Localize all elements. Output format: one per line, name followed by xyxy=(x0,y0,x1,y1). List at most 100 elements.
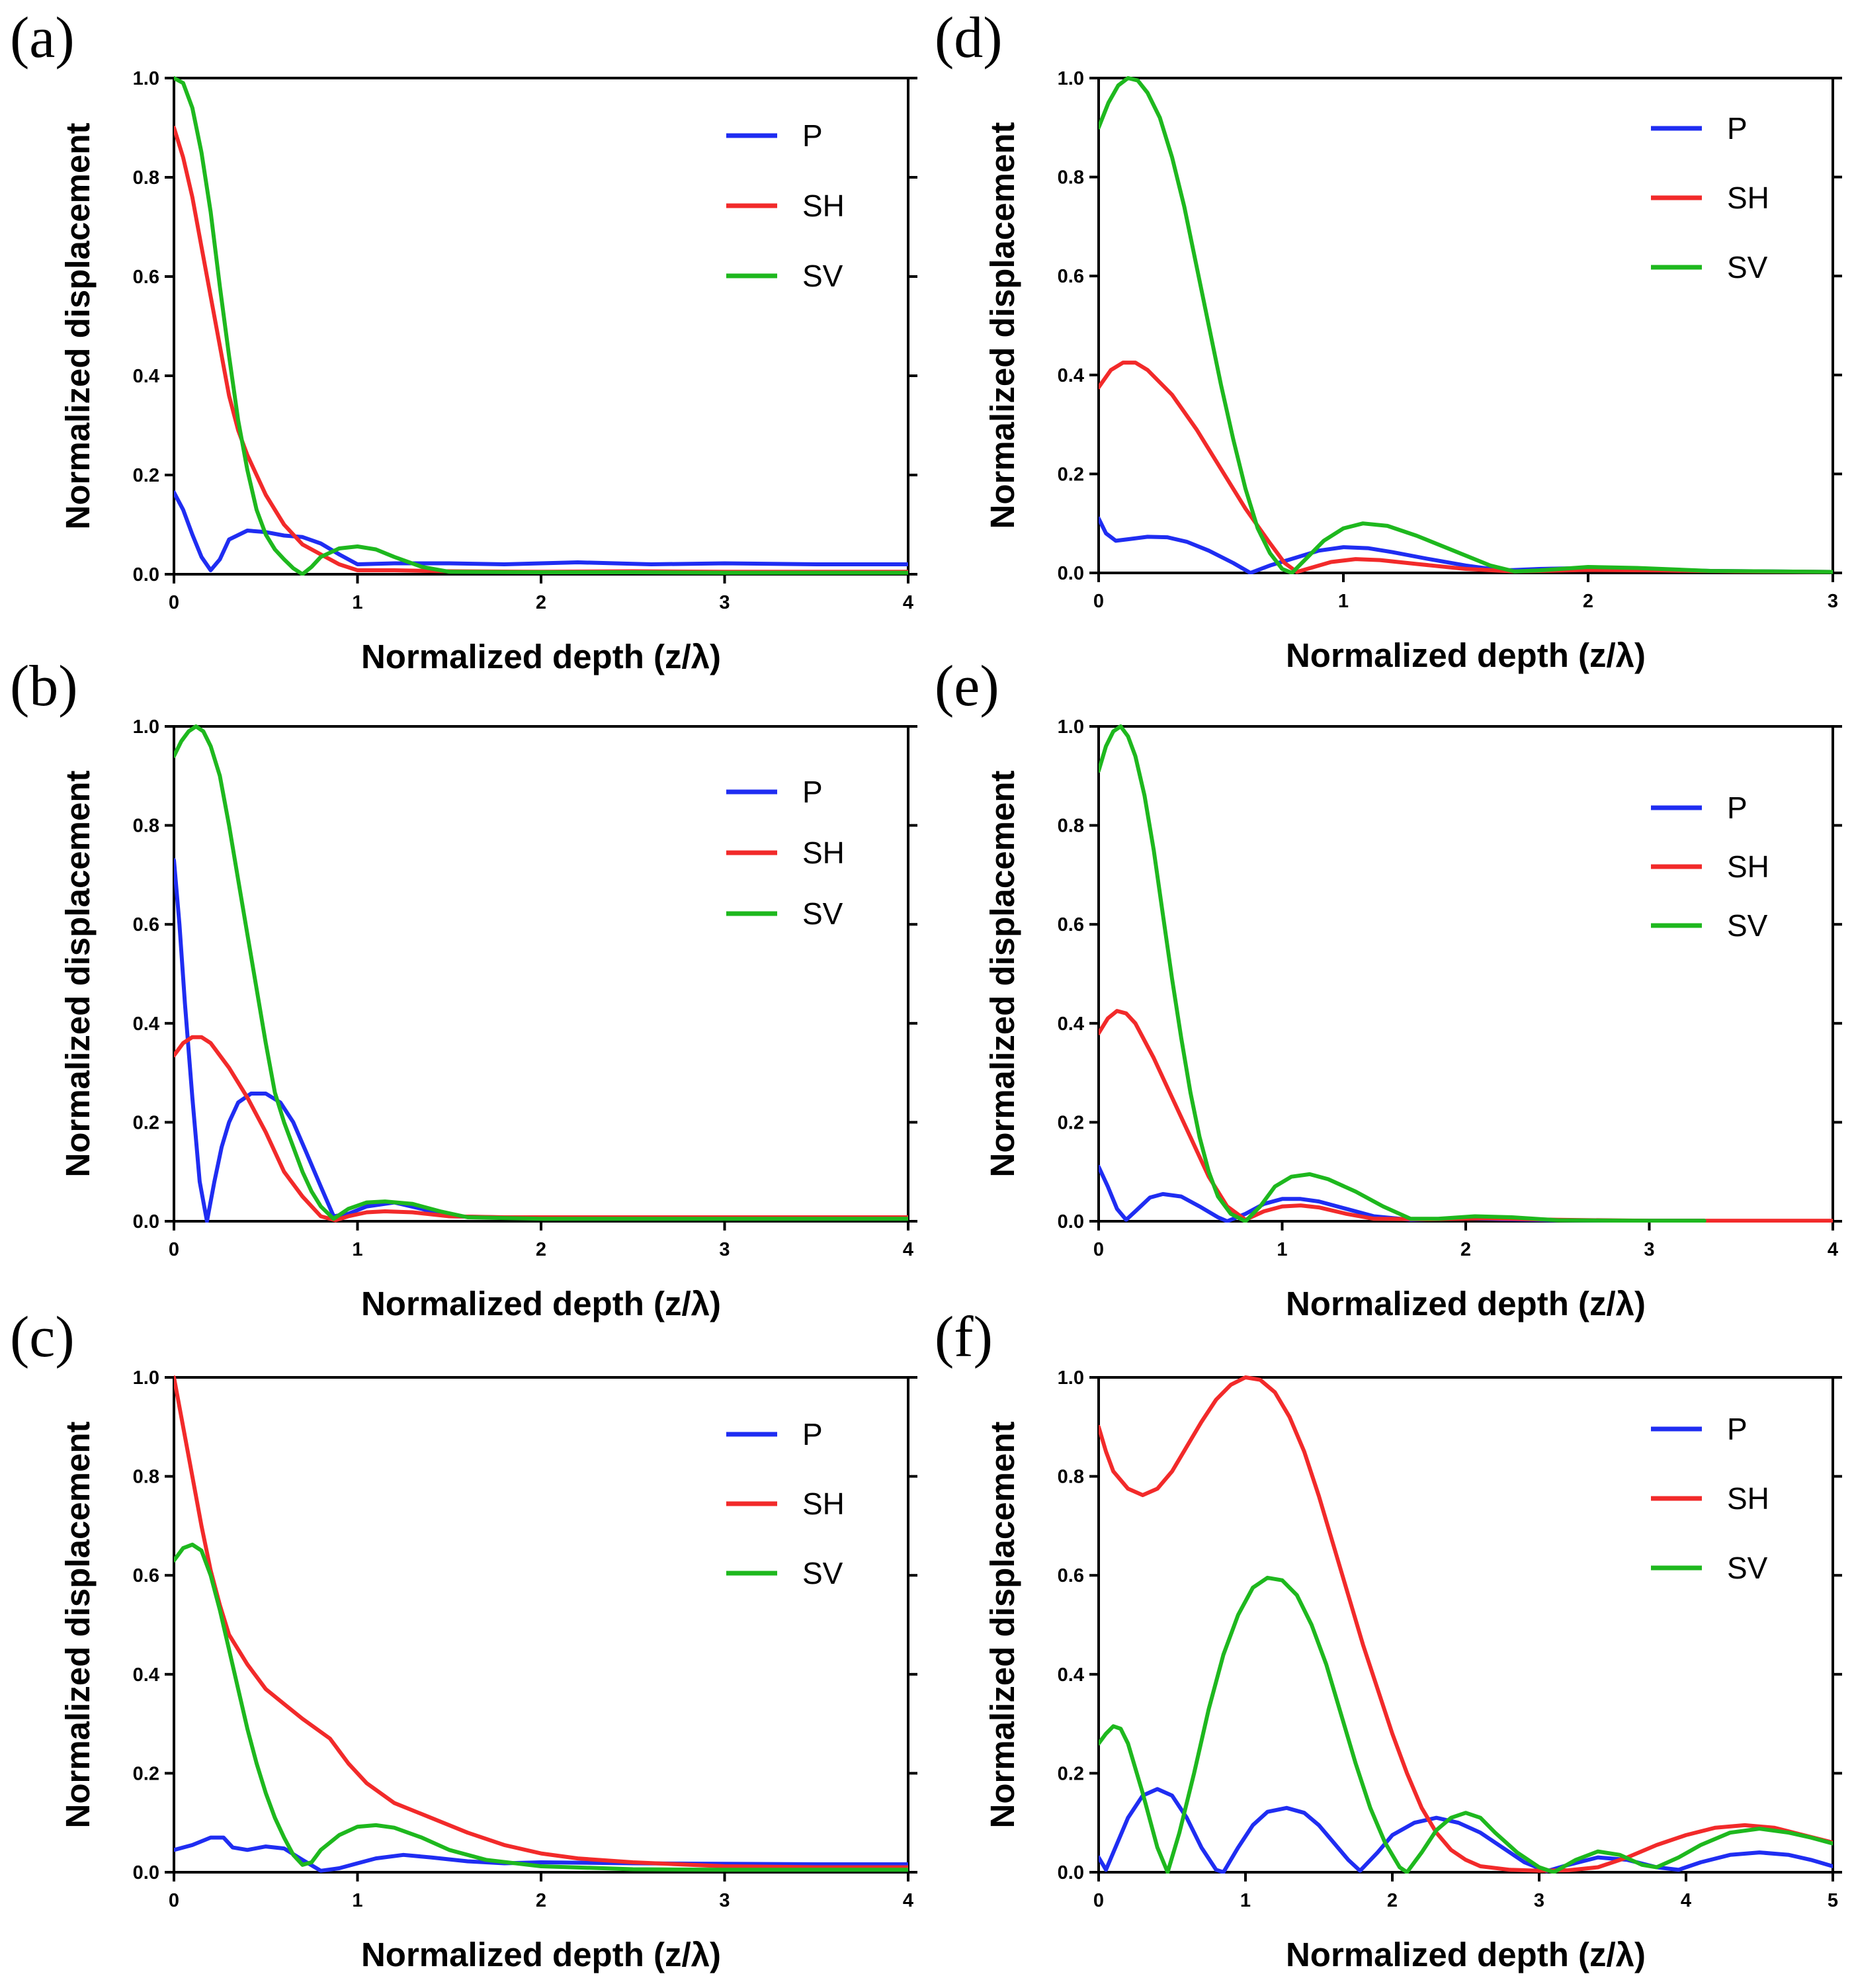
x-tick-label: 2 xyxy=(1460,1239,1471,1260)
x-tick-label: 2 xyxy=(536,1890,546,1911)
series-line-sv xyxy=(174,724,908,1221)
panel-a: (a) 0.0 0.2 0.4 0.6 0.8 1.0 0 1 2 3 4 Normalized dep… xyxy=(10,6,917,675)
x-tick-label: 1 xyxy=(352,592,362,613)
legend-label-sv: SV xyxy=(802,259,843,293)
legend-label-sh: SH xyxy=(802,189,845,223)
x-tick-label: 2 xyxy=(536,1239,546,1260)
x-tick-label: 0 xyxy=(169,592,179,613)
x-tick-label: 0 xyxy=(169,1239,179,1260)
x-tick-label: 2 xyxy=(1583,591,1593,612)
legend-label-sh: SH xyxy=(802,836,845,870)
y-tick-label: 0.2 xyxy=(133,1763,159,1784)
y-tick-label: 0.4 xyxy=(133,366,159,387)
panel-b: (b) 0.0 0.2 0.4 0.6 0.8 1.0 0 1 2 3 4 Normalized dep… xyxy=(10,654,917,1322)
legend-label-sv: SV xyxy=(1727,1551,1768,1585)
series-line-sv xyxy=(1099,1575,1833,1874)
x-tick-label: 1 xyxy=(352,1890,362,1911)
y-tick-label: 1.0 xyxy=(133,1367,159,1389)
x-tick-label: 0 xyxy=(1093,1890,1104,1911)
legend: P SH SV xyxy=(726,118,845,293)
x-tick-label: 3 xyxy=(1644,1239,1654,1260)
x-tick-label: 4 xyxy=(903,1239,913,1260)
series-line-sv xyxy=(174,76,908,576)
x-axis-title: Normalized depth (z/λ) xyxy=(1286,1285,1646,1322)
x-axis-title: Normalized depth (z/λ) xyxy=(1286,636,1646,674)
legend: P SH SV xyxy=(1651,1412,1769,1585)
panel-label: (a) xyxy=(10,6,75,70)
series-line-p xyxy=(1099,1787,1833,1874)
x-axis-title: Normalized depth (z/λ) xyxy=(361,638,721,675)
series-line-sh xyxy=(1099,361,1833,574)
legend: P SH SV xyxy=(726,1417,845,1590)
x-tick-label: 0 xyxy=(1093,591,1104,612)
legend-label-p: P xyxy=(1727,791,1748,825)
series-line-sh xyxy=(1099,1375,1833,1873)
series-line-sv xyxy=(1099,724,1707,1223)
panel-label: (b) xyxy=(10,654,78,718)
y-axis-title: Normalized displacement xyxy=(59,770,97,1177)
series-line-sh xyxy=(174,1375,908,1870)
x-axis-title: Normalized depth (z/λ) xyxy=(361,1285,721,1322)
x-tick-label: 1 xyxy=(1240,1890,1251,1911)
series-line-p xyxy=(174,490,908,572)
x-tick-label: 2 xyxy=(1387,1890,1398,1911)
x-tick-label: 2 xyxy=(536,592,546,613)
x-tick-label: 3 xyxy=(719,1239,730,1260)
panel-c: (c) 0.0 0.2 0.4 0.6 0.8 1.0 0 1 2 3 4 Normalized dep… xyxy=(10,1305,917,1973)
panel-label: (c) xyxy=(10,1305,75,1369)
x-tick-label: 1 xyxy=(1338,591,1349,612)
y-tick-label: 0.0 xyxy=(1058,563,1084,584)
y-tick-label: 0.8 xyxy=(133,1467,159,1488)
legend-label-p: P xyxy=(1727,111,1748,146)
y-tick-label: 0.6 xyxy=(1058,914,1084,935)
y-tick-label: 0.2 xyxy=(1058,1763,1084,1784)
plot-frame xyxy=(1097,725,1834,1223)
x-tick-label: 3 xyxy=(719,592,730,613)
y-tick-label: 1.0 xyxy=(133,716,159,738)
plot-frame xyxy=(1097,1376,1834,1874)
panel-d: (d) 0.0 0.2 0.4 0.6 0.8 1.0 0 1 2 3 Normalized dept… xyxy=(935,6,1842,674)
y-tick-label: 0.0 xyxy=(133,1862,159,1883)
series-line-p xyxy=(174,1835,908,1873)
legend-label-p: P xyxy=(802,775,823,809)
x-tick-label: 1 xyxy=(352,1239,362,1260)
x-tick-label: 4 xyxy=(1681,1890,1691,1911)
legend-label-sv: SV xyxy=(802,1556,843,1590)
x-tick-label: 4 xyxy=(1828,1239,1838,1260)
y-tick-label: 0.0 xyxy=(1058,1862,1084,1883)
panel-e: (e) 0.0 0.2 0.4 0.6 0.8 1.0 0 1 2 3 4 Normalized dep… xyxy=(935,654,1842,1322)
x-tick-label: 1 xyxy=(1277,1239,1287,1260)
series-line-sh xyxy=(1099,1009,1833,1223)
y-tick-label: 0.6 xyxy=(133,914,159,935)
panel-label: (d) xyxy=(935,6,1003,70)
plot-frame xyxy=(1097,77,1834,574)
series-line-sv xyxy=(1099,76,1833,574)
panel-label: (f) xyxy=(935,1305,993,1369)
series-line-sh xyxy=(174,126,908,574)
y-tick-label: 0.6 xyxy=(1058,1565,1084,1586)
y-tick-label: 0.0 xyxy=(133,564,159,585)
x-tick-label: 5 xyxy=(1828,1890,1838,1911)
legend-label-sh: SH xyxy=(1727,181,1769,215)
y-tick-label: 0.6 xyxy=(1058,266,1084,287)
y-tick-label: 0.4 xyxy=(1058,1014,1084,1035)
y-tick-label: 0.4 xyxy=(133,1664,159,1686)
y-tick-label: 0.4 xyxy=(1058,1664,1084,1686)
y-tick-label: 0.4 xyxy=(133,1014,159,1035)
y-tick-label: 0.8 xyxy=(1058,816,1084,837)
legend-label-sv: SV xyxy=(802,896,843,931)
legend: P SH SV xyxy=(1651,111,1769,284)
y-tick-label: 0.8 xyxy=(133,816,159,837)
legend-label-p: P xyxy=(1727,1412,1748,1446)
series-line-p xyxy=(1099,516,1833,574)
x-axis-title: Normalized depth (z/λ) xyxy=(1286,1936,1646,1973)
x-tick-label: 0 xyxy=(169,1890,179,1911)
y-axis-title: Normalized displacement xyxy=(984,122,1021,529)
y-tick-label: 1.0 xyxy=(1058,1367,1084,1389)
legend-label-sv: SV xyxy=(1727,908,1768,943)
legend-label-p: P xyxy=(802,1417,823,1451)
y-tick-label: 1.0 xyxy=(133,68,159,89)
x-axis-title: Normalized depth (z/λ) xyxy=(361,1936,721,1973)
panel-f: (f) 0.0 0.2 0.4 0.6 0.8 1.0 0 1 2 3 4 5 Normalized de… xyxy=(935,1305,1842,1973)
